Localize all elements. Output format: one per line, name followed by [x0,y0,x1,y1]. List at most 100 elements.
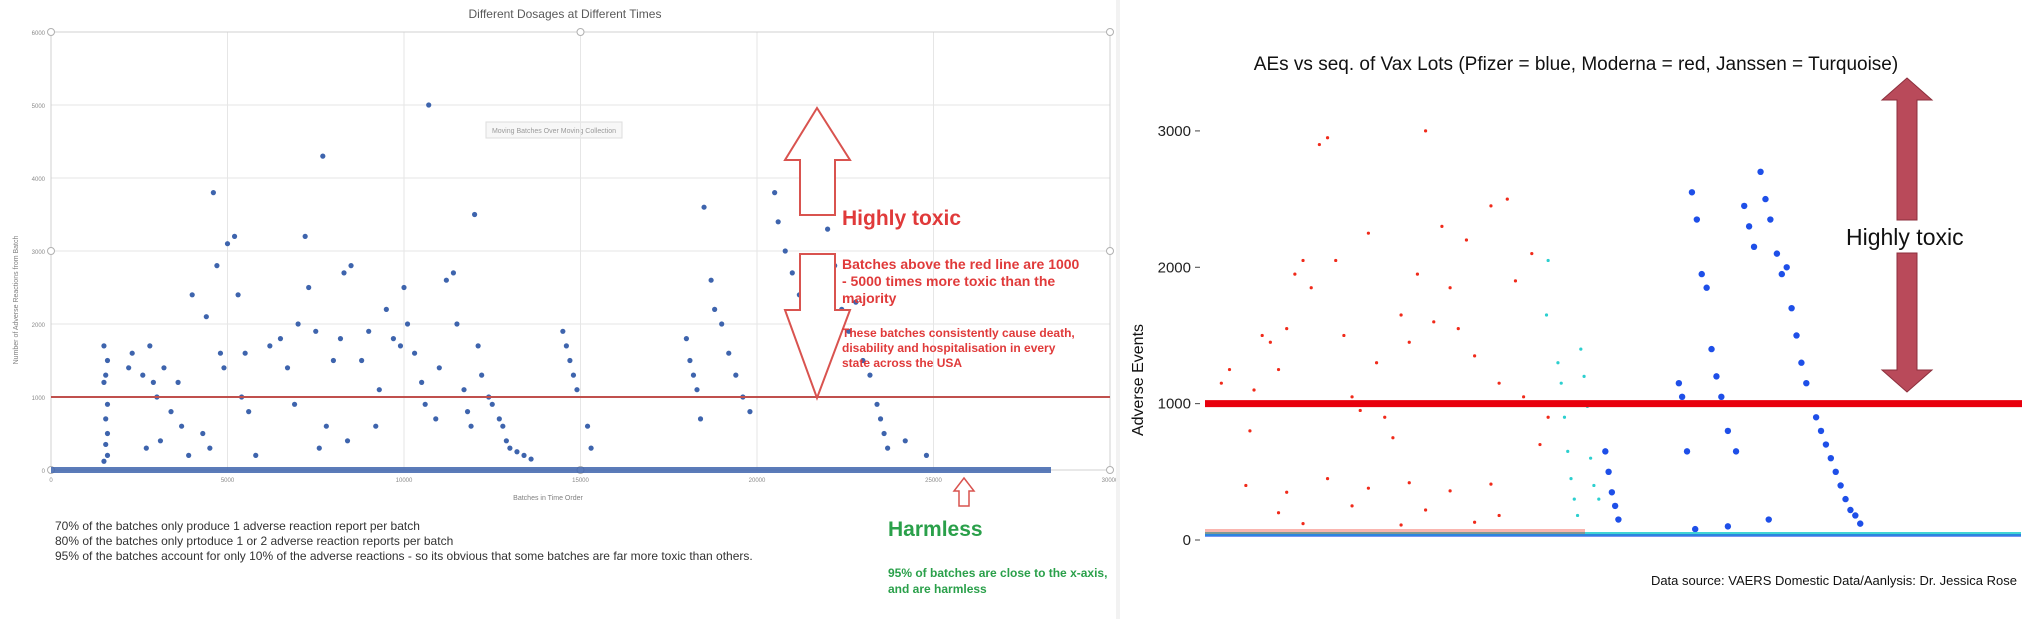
stat-line-1: 70% of the batches only produce 1 advers… [55,519,420,533]
right-chart-svg: AEs vs seq. of Vax Lots (Pfizer = blue, … [1130,0,2027,619]
left-chart-ylabel: Number of Adverse Reactions from Batch [13,236,20,365]
right-data-point-moderna [1399,523,1403,527]
left-ytick-label: 4000 [32,177,46,183]
left-xtick-label: 20000 [749,478,766,484]
right-data-point-pfizer [1778,270,1786,278]
left-data-point [140,372,146,378]
left-data-point [563,343,569,349]
right-chart-ylabel: Adverse Events [1130,324,1147,436]
right-data-point-pfizer [1827,454,1835,462]
double-arrow-icon [1880,77,1934,393]
left-data-point [789,270,795,276]
left-data-point [376,387,382,393]
right-data-point-moderna [1276,511,1281,515]
right-data-point-moderna [1325,136,1330,140]
consistently-text: These batches consistently cause death, … [842,326,1075,370]
batches-above-text: Batches above the red line are 1000 - 50… [842,256,1080,306]
left-data-point [464,409,471,415]
left-data-point [521,452,527,458]
right-chart-ticks: 0 1000 2000 3000 [1158,123,1200,549]
right-ytick-label: 3000 [1158,123,1191,140]
left-ytick-label: 6000 [32,31,46,37]
right-data-point-janssen [1589,456,1593,460]
right-data-point-pfizer [1724,427,1732,435]
left-data-point [302,233,308,239]
left-data-point [472,211,478,218]
right-data-point-pfizer [1693,216,1701,223]
right-highly-toxic-label: Highly toxic [1846,224,1964,250]
left-ytick-label: 3000 [32,250,46,256]
left-data-point [726,350,732,356]
down-arrow-icon [783,253,852,401]
right-data-point-pfizer [1812,414,1820,421]
right-data-point-pfizer [1608,489,1616,496]
left-data-point [528,456,534,462]
left-data-point [397,343,404,349]
left-data-point [584,423,591,429]
right-data-point-pfizer [1852,512,1859,519]
right-data-point-moderna [1383,415,1387,419]
left-data-point [207,445,213,451]
right-data-point-janssen [1559,381,1563,385]
left-data-point [782,248,788,254]
right-data-point-pfizer [1678,393,1686,401]
left-frame-handle [47,247,55,255]
right-data-point-moderna [1285,327,1289,331]
right-data-point-moderna [1219,381,1223,385]
left-data-point [291,401,298,407]
left-data-point [885,445,891,451]
left-ytick-label: 2000 [32,323,46,329]
harmless-note: 95% of batches are close to the x-axis, … [888,566,1107,596]
right-data-point-janssen [1575,513,1580,518]
left-baseline-cluster [51,467,1051,473]
left-data-point [366,328,372,334]
left-data-point [217,350,224,356]
left-chart-background [0,0,1118,619]
left-frame-handle [1106,247,1114,255]
right-data-point-moderna [1464,238,1469,242]
right-data-point-moderna [1473,520,1477,524]
left-data-point [157,438,164,444]
left-data-point [221,365,227,371]
left-chart-legend-text: Moving Batches Over Moving Collection [492,128,616,135]
right-data-point-moderna [1423,508,1428,512]
right-data-point-janssen [1562,415,1567,419]
right-data-point-pfizer [1832,468,1839,476]
right-data-point-janssen [1579,347,1583,351]
left-xtick-label: 30000 [1102,478,1118,484]
left-data-point [853,299,859,305]
right-data-point-moderna [1399,313,1403,317]
right-data-point-janssen [1569,477,1573,481]
right-chart-points [1219,129,1864,533]
right-data-point-pfizer [1837,482,1844,489]
right-data-point-pfizer [1688,189,1696,196]
left-data-point [214,263,220,269]
right-data-point-pfizer [1817,427,1825,435]
right-data-point-moderna [1456,327,1460,331]
right-data-point-pfizer [1788,304,1795,312]
left-xtick-label: 25000 [925,478,942,484]
left-data-point [747,409,753,415]
small-up-arrow-icon [952,476,976,507]
left-xtick-label: 15000 [572,478,589,484]
right-data-point-pfizer [1803,379,1810,387]
right-data-point-moderna [1497,513,1501,518]
left-data-point [419,379,425,385]
right-data-point-moderna [1334,258,1338,263]
right-data-point-moderna [1248,429,1252,433]
left-data-point [383,306,389,312]
right-ytick-label: 1000 [1158,396,1191,413]
left-data-point [179,423,185,429]
left-data-point [846,328,852,334]
right-data-point-pfizer [1732,448,1740,455]
right-data-point-moderna [1366,486,1370,490]
panel-divider [1116,0,1120,619]
right-data-point-moderna [1301,258,1305,263]
left-data-point [104,357,111,364]
right-data-point-janssen [1566,449,1570,453]
left-chart-points [101,102,930,464]
left-data-point [267,343,273,349]
left-data-point [313,328,319,334]
right-data-point-moderna [1513,279,1518,283]
left-data-point [574,387,580,393]
